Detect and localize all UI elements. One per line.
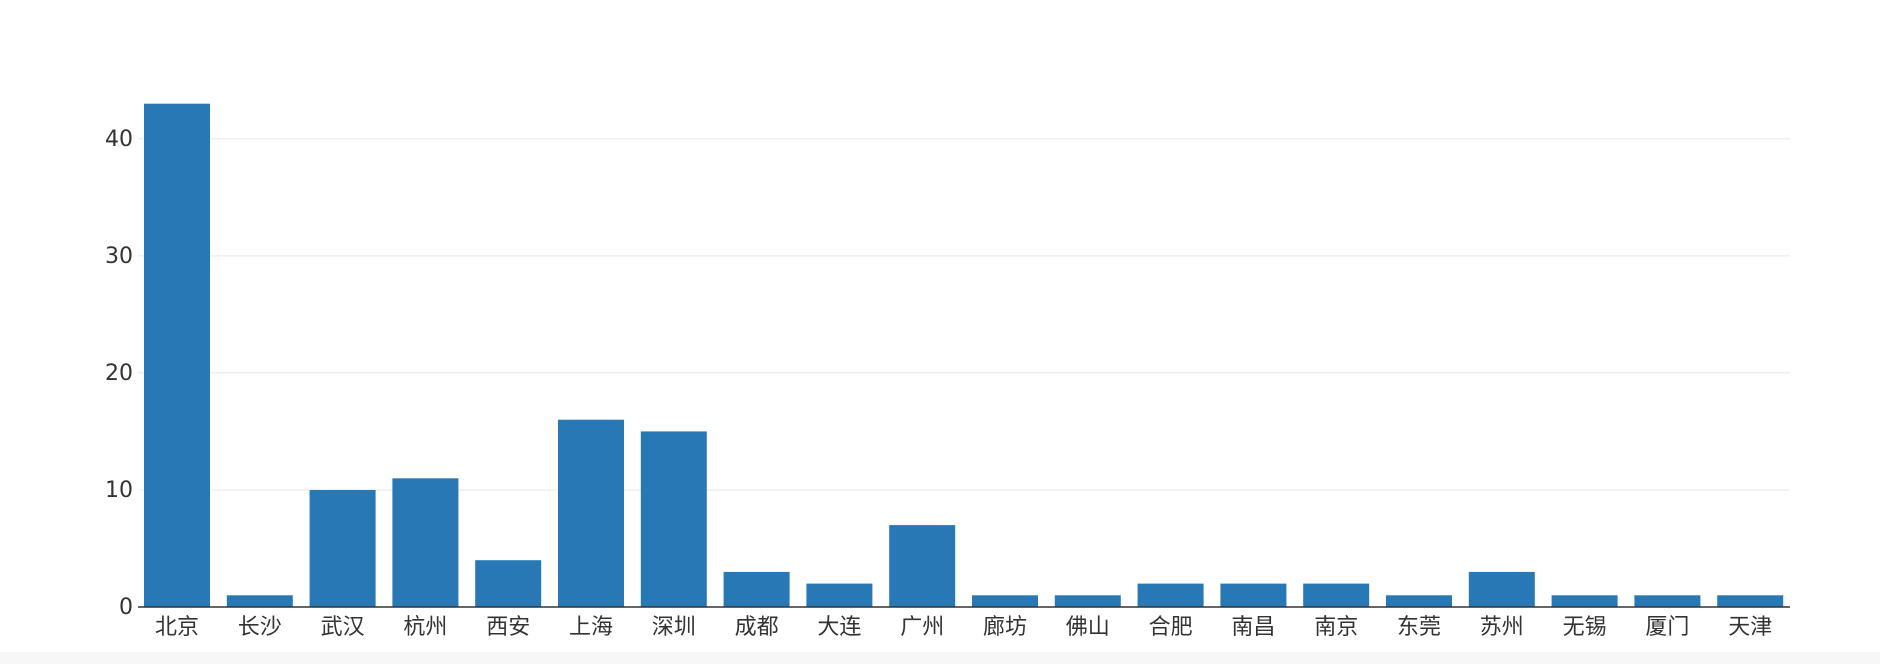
y-axis-ticks: 0 10 20 30 40 [105,127,133,620]
bar[interactable] [1303,583,1370,607]
x-tick-label: 北京 [155,615,199,640]
bars [144,103,1784,608]
bar[interactable] [144,103,210,607]
bar[interactable] [1054,595,1121,607]
bar[interactable] [1551,595,1618,607]
bar[interactable] [723,571,790,607]
x-tick-label: 成都 [735,615,779,640]
bar[interactable] [1220,583,1287,607]
x-tick-label: 深圳 [652,615,696,640]
bar[interactable] [972,595,1038,607]
bar[interactable] [1137,583,1204,607]
x-tick-label: 武汉 [321,615,365,640]
bar[interactable] [806,583,873,607]
x-tick-label: 南昌 [1231,615,1275,640]
x-tick-label: 大连 [817,615,861,640]
x-tick-label: 合肥 [1149,615,1193,640]
bar[interactable] [1717,595,1784,607]
x-tick-label: 杭州 [403,615,447,640]
x-tick-label: 西安 [486,615,530,640]
x-tick-label: 厦门 [1645,615,1689,640]
x-tick-label: 广州 [900,615,944,640]
x-tick-label: 天津 [1728,615,1772,640]
x-tick-label: 廊坊 [983,615,1027,640]
bar[interactable] [640,431,707,607]
x-tick-label: 长沙 [238,615,282,640]
bar[interactable] [889,525,956,607]
y-tick-label: 0 [119,595,133,620]
y-tick-label: 40 [105,127,133,152]
x-axis-ticks: 北京 长沙 武汉 杭州 西安 上海 深圳 成都 大连 广州 廊坊 佛山 合肥 南昌 南京 东莞 苏州 无锡 厦门 天津 [155,615,1772,640]
bar[interactable] [392,478,459,608]
bar[interactable] [1468,571,1535,607]
x-tick-label: 东莞 [1397,615,1441,640]
y-tick-label: 10 [105,478,133,503]
x-tick-label: 苏州 [1480,615,1524,640]
x-tick-label: 上海 [569,615,613,640]
y-tick-label: 20 [105,361,133,386]
bar[interactable] [1634,595,1701,607]
x-tick-label: 无锡 [1563,615,1607,640]
bar[interactable] [558,419,624,607]
bar[interactable] [475,560,542,607]
x-tick-label: 佛山 [1066,615,1110,640]
bar[interactable] [226,595,293,607]
bar[interactable] [1386,595,1452,607]
bar[interactable] [309,490,376,607]
y-tick-label: 30 [105,244,133,269]
x-tick-label: 南京 [1314,615,1358,640]
